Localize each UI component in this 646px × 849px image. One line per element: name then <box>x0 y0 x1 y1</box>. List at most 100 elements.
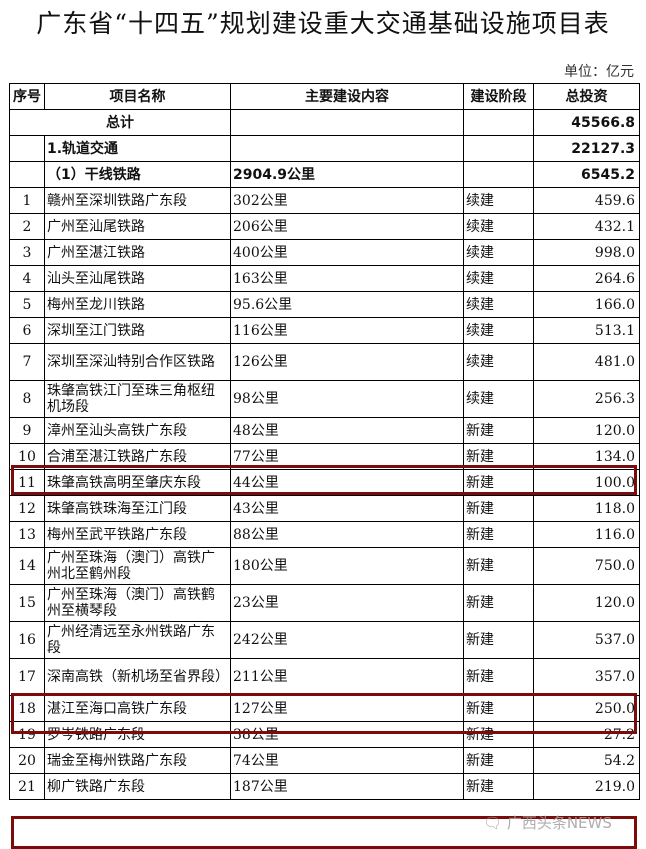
row-stage: 新建 <box>463 495 534 522</box>
subcategory-content: 2904.9公里 <box>230 161 464 188</box>
row-name: 广州至珠海（澳门）高铁鹤州至横琴段 <box>44 584 231 622</box>
row-content: 23公里 <box>230 584 464 622</box>
row-content: 211公里 <box>230 658 464 696</box>
row-stage: 续建 <box>463 239 534 266</box>
table-row: 10 合浦至湛江铁路广东段 77公里 新建 134.0 <box>9 443 640 470</box>
row-value: 118.0 <box>533 495 640 522</box>
table-row: 5 梅州至龙川铁路 95.6公里 续建 166.0 <box>9 291 640 318</box>
table-row: 6 深圳至江门铁路 116公里 续建 513.1 <box>9 317 640 344</box>
row-value: 513.1 <box>533 317 640 344</box>
table-row: 11 珠肇高铁高明至肇庆东段 44公里 新建 100.0 <box>9 469 640 496</box>
row-value: 219.0 <box>533 773 640 800</box>
row-value: 537.0 <box>533 621 640 659</box>
table-row: 20 瑞金至梅州铁路广东段 74公里 新建 54.2 <box>9 747 640 774</box>
row-stage: 续建 <box>463 291 534 318</box>
row-stage: 新建 <box>463 521 534 548</box>
row-name: 合浦至湛江铁路广东段 <box>44 443 231 470</box>
row-value: 432.1 <box>533 213 640 240</box>
row-name: 柳广铁路广东段 <box>44 773 231 800</box>
row-content: 48公里 <box>230 417 464 444</box>
row-no: 2 <box>9 213 45 240</box>
row-content: 43公里 <box>230 495 464 522</box>
row-no: 7 <box>9 343 45 381</box>
row-value: 357.0 <box>533 658 640 696</box>
row-stage: 续建 <box>463 317 534 344</box>
row-no: 4 <box>9 265 45 292</box>
row-name: 珠肇高铁江门至珠三角枢纽机场段 <box>44 380 231 418</box>
row-value: 100.0 <box>533 469 640 496</box>
table-row: 8 珠肇高铁江门至珠三角枢纽机场段 98公里 续建 256.3 <box>9 380 640 418</box>
row-content: 180公里 <box>230 547 464 585</box>
row-value: 750.0 <box>533 547 640 585</box>
category-label: 1.轨道交通 <box>44 135 231 162</box>
table-row: 3 广州至湛江铁路 400公里 续建 998.0 <box>9 239 640 266</box>
subcategory-value: 6545.2 <box>533 161 640 188</box>
row-stage: 新建 <box>463 417 534 444</box>
row-no: 16 <box>9 621 45 659</box>
table-row: 14 广州至珠海（澳门）高铁广州北至鹤州段 180公里 新建 750.0 <box>9 547 640 585</box>
row-name: 广州至汕尾铁路 <box>44 213 231 240</box>
row-value: 459.6 <box>533 187 640 214</box>
table-row: 7 深圳至深汕特别合作区铁路 126公里 续建 481.0 <box>9 343 640 381</box>
row-stage: 新建 <box>463 695 534 722</box>
row-stage: 续建 <box>463 343 534 381</box>
table-row: 16 广州经清远至永州铁路广东段 242公里 新建 537.0 <box>9 621 640 659</box>
row-name: 广州至湛江铁路 <box>44 239 231 266</box>
projects-table: 序号 项目名称 主要建设内容 建设阶段 总投资 总计 45566.8 1.轨道交… <box>9 83 640 800</box>
row-content: 127公里 <box>230 695 464 722</box>
header-stage: 建设阶段 <box>463 83 534 110</box>
row-content: 38公里 <box>230 721 464 748</box>
row-value: 120.0 <box>533 584 640 622</box>
row-no: 14 <box>9 547 45 585</box>
row-stage: 新建 <box>463 443 534 470</box>
row-content: 44公里 <box>230 469 464 496</box>
row-content: 88公里 <box>230 521 464 548</box>
row-stage: 新建 <box>463 621 534 659</box>
row-value: 481.0 <box>533 343 640 381</box>
row-name: 深圳至深汕特别合作区铁路 <box>44 343 231 381</box>
row-name: 梅州至武平铁路广东段 <box>44 521 231 548</box>
row-content: 98公里 <box>230 380 464 418</box>
total-label: 总计 <box>9 109 231 136</box>
row-value: 54.2 <box>533 747 640 774</box>
row-name: 赣州至深圳铁路广东段 <box>44 187 231 214</box>
row-stage: 新建 <box>463 584 534 622</box>
subcategory-label: （1）干线铁路 <box>44 161 231 188</box>
row-name: 广州至珠海（澳门）高铁广州北至鹤州段 <box>44 547 231 585</box>
watermark-text: 广西头条NEWS <box>506 814 612 832</box>
row-content: 302公里 <box>230 187 464 214</box>
row-content: 242公里 <box>230 621 464 659</box>
row-stage: 续建 <box>463 265 534 292</box>
row-no: 5 <box>9 291 45 318</box>
row-name: 珠肇高铁高明至肇庆东段 <box>44 469 231 496</box>
row-name: 罗岑铁路广东段 <box>44 721 231 748</box>
table-row: 13 梅州至武平铁路广东段 88公里 新建 116.0 <box>9 521 640 548</box>
row-no: 12 <box>9 495 45 522</box>
row-no: 1 <box>9 187 45 214</box>
row-value: 998.0 <box>533 239 640 266</box>
row-content: 126公里 <box>230 343 464 381</box>
watermark: 🗨 广西头条NEWS <box>483 812 612 833</box>
row-stage: 新建 <box>463 721 534 748</box>
table-row: 15 广州至珠海（澳门）高铁鹤州至横琴段 23公里 新建 120.0 <box>9 584 640 622</box>
row-stage: 续建 <box>463 380 534 418</box>
header-name: 项目名称 <box>44 83 231 110</box>
total-value: 45566.8 <box>533 109 640 136</box>
wechat-icon: 🗨 <box>483 814 503 832</box>
table-row: 1 赣州至深圳铁路广东段 302公里 续建 459.6 <box>9 187 640 214</box>
row-name: 珠肇高铁珠海至江门段 <box>44 495 231 522</box>
row-value: 27.2 <box>533 721 640 748</box>
row-stage: 新建 <box>463 469 534 496</box>
table-row: 18 湛江至海口高铁广东段 127公里 新建 250.0 <box>9 695 640 722</box>
row-content: 95.6公里 <box>230 291 464 318</box>
row-content: 206公里 <box>230 213 464 240</box>
category-value: 22127.3 <box>533 135 640 162</box>
row-no: 10 <box>9 443 45 470</box>
row-value: 256.3 <box>533 380 640 418</box>
table-row: 21 柳广铁路广东段 187公里 新建 219.0 <box>9 773 640 800</box>
row-no: 9 <box>9 417 45 444</box>
row-no: 13 <box>9 521 45 548</box>
row-no: 15 <box>9 584 45 622</box>
row-content: 163公里 <box>230 265 464 292</box>
row-stage: 续建 <box>463 213 534 240</box>
